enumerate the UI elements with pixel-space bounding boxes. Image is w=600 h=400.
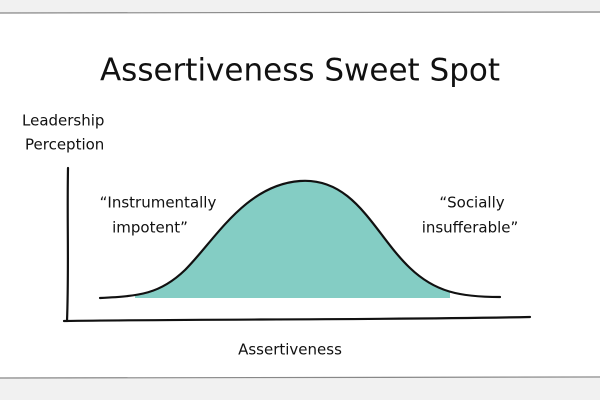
x-axis-label: Assertiveness <box>238 341 342 359</box>
annotation: “Socially <box>439 194 504 212</box>
annotation: “Instrumentally <box>100 194 217 212</box>
paper-edge <box>0 11 600 14</box>
annotation: impotent” <box>112 219 188 237</box>
y-axis-label: Leadership <box>22 112 104 130</box>
y-axis <box>65 166 70 323</box>
y-axis-label: Perception <box>25 136 104 154</box>
title: Assertiveness Sweet Spot <box>100 53 500 89</box>
sweet-spot-area <box>135 180 450 298</box>
paper-edge <box>0 376 600 379</box>
curve <box>98 179 502 300</box>
x-axis <box>62 315 532 323</box>
annotation: insufferable” <box>422 219 519 237</box>
